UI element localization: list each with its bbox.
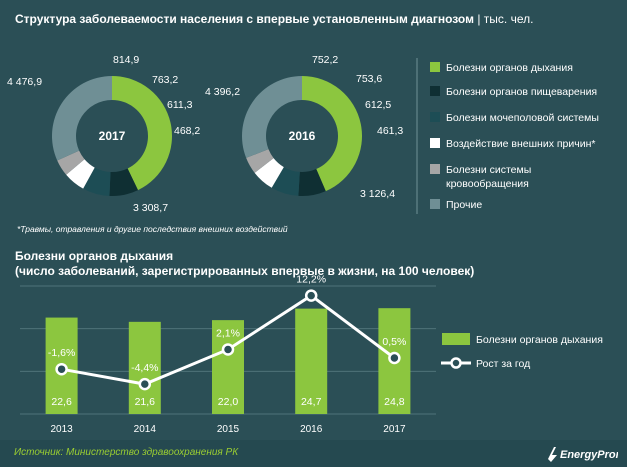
donut-slice — [242, 76, 302, 158]
unit-label: | тыс. чел. — [477, 12, 534, 26]
x-tick-label: 2017 — [383, 424, 406, 435]
donut-value-label: 814,9 — [113, 54, 139, 66]
x-tick-label: 2014 — [134, 424, 157, 435]
donut-value-label: 611,3 — [167, 99, 193, 111]
bar-value-label: 24,7 — [301, 396, 322, 408]
donut-center-label: 2017 — [99, 129, 126, 143]
legend-swatch — [430, 199, 440, 209]
donut-slice — [66, 159, 95, 189]
legend-swatch-marker — [450, 357, 462, 369]
energyprom-logo: EnergyProm — [548, 447, 618, 462]
legend-label: Болезни мочеполовой системы — [446, 112, 599, 124]
legend-label: Рост за год — [476, 358, 530, 370]
logo-bolt-icon — [548, 447, 557, 462]
legend-swatch — [430, 138, 440, 148]
growth-label: 0,5% — [382, 336, 406, 348]
legend-label: Прочие — [446, 199, 482, 211]
growth-point — [55, 362, 68, 376]
legend-swatch — [430, 86, 440, 96]
bar-value-label: 21,6 — [135, 396, 156, 408]
legend-item: Болезни органов дыхания — [430, 62, 573, 74]
legend-swatch — [430, 164, 440, 174]
legend-item: Болезни системы кровообращения — [430, 164, 531, 190]
x-tick-label: 2013 — [50, 424, 73, 435]
x-tick-label: 2015 — [217, 424, 240, 435]
legend-swatch-bar — [442, 333, 470, 345]
growth-label: 12,2% — [296, 274, 326, 286]
legend-item: Болезни органов пищеварения — [430, 86, 597, 98]
bar-value-label: 22,0 — [218, 396, 239, 408]
donut-value-label: 461,3 — [377, 125, 403, 137]
growth-point — [304, 289, 318, 302]
donut-slice — [57, 150, 85, 175]
title-text: Структура заболеваемости населения с впе… — [15, 12, 474, 26]
growth-label: -1,6% — [48, 347, 75, 359]
bar — [128, 321, 161, 414]
donut-slice — [298, 169, 326, 197]
structure-legend: Болезни органов дыхания Болезни органов п… — [416, 58, 599, 214]
bar-value-label: 22,6 — [51, 396, 72, 408]
page-title: Структура заболеваемости населения с впе… — [15, 12, 533, 26]
donut-value-label: 3 308,7 — [133, 202, 168, 214]
section-subtitle: (число заболеваний, зарегистрированных в… — [15, 264, 475, 278]
growth-point — [388, 351, 401, 365]
donut-slice — [83, 167, 111, 196]
footnote: *Травмы, отравления и другие последствия… — [17, 224, 288, 234]
legend-label: кровообращения — [446, 178, 529, 190]
donut-value-label: 4 476,9 — [7, 76, 42, 88]
legend-label: Болезни системы — [446, 164, 531, 176]
donut-2017: 2017 4 476,9 814,9 763,2 611,3 468,2 3 308,7 — [7, 54, 200, 214]
donut-value-label: 3 126,4 — [360, 188, 395, 200]
growth-label: -4,4% — [131, 362, 158, 374]
logo-text: EnergyProm — [560, 449, 618, 461]
footer-bar — [0, 440, 627, 467]
legend-item: Прочие — [430, 199, 482, 211]
legend-label: Болезни органов дыхания — [446, 62, 573, 74]
donut-value-label: 612,5 — [365, 99, 391, 111]
donut-center-label: 2016 — [289, 129, 316, 143]
donut-slice — [109, 168, 138, 197]
donut-slice — [246, 149, 274, 173]
donut-slice — [112, 76, 173, 191]
donut-value-label: 468,2 — [174, 125, 200, 137]
bar-value-label: 24,8 — [384, 396, 405, 408]
x-tick-label: 2016 — [300, 424, 323, 435]
bar — [295, 308, 328, 414]
source-note: Источник: Министерство здравоохранения Р… — [14, 447, 239, 458]
respiratory-combo-chart: 22,6 2013 21,6 2014 22,0 2015 24,7 2016 24,8 2017… — [20, 274, 603, 435]
donut-value-label: 763,2 — [152, 74, 178, 86]
legend-label: Болезни органов пищеварения — [446, 86, 597, 98]
donut-slice — [52, 76, 112, 161]
bar — [212, 320, 244, 414]
donut-value-label: 752,2 — [312, 54, 338, 66]
donut-slice — [302, 76, 363, 192]
legend-swatch — [430, 112, 440, 122]
legend-item: Воздействие внешних причин* — [430, 138, 595, 150]
legend-swatch — [430, 62, 440, 72]
growth-point — [221, 343, 235, 356]
combo-legend: Болезни органов дыхания Рост за год — [441, 333, 603, 370]
section-title: Болезни органов дыхания — [15, 249, 174, 263]
legend-label: Болезни органов дыхания — [476, 334, 603, 346]
donut-value-label: 753,6 — [356, 73, 382, 85]
growth-point — [138, 377, 152, 391]
legend-label: Воздействие внешних причин* — [446, 138, 595, 150]
donut-slice — [271, 167, 300, 196]
donut-value-label: 4 396,2 — [205, 86, 240, 98]
donut-2016: 2016 4 396,2 752,2 753,6 612,5 461,3 3 126,4 — [205, 54, 403, 200]
donut-slice — [254, 158, 284, 188]
legend-item: Болезни мочеполовой системы — [430, 112, 599, 124]
growth-label: 2,1% — [216, 327, 240, 339]
